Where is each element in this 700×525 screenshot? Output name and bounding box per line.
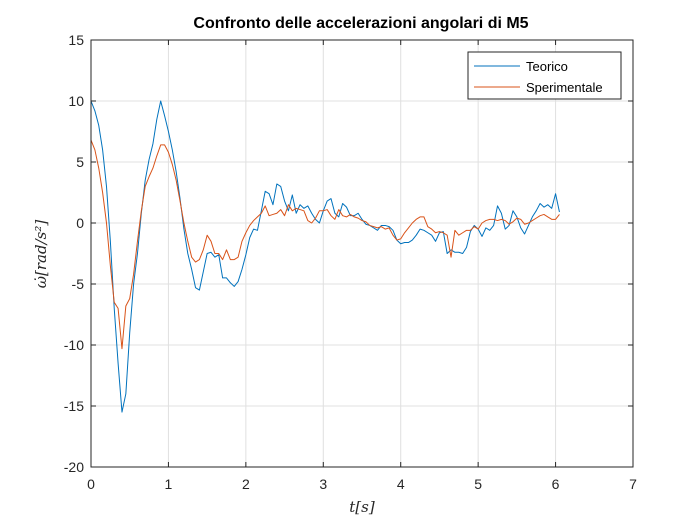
series-line-sperimentale bbox=[90, 139, 560, 350]
y-axis-label: ω̇[rad/s²] bbox=[32, 220, 50, 289]
chart-title: Confronto delle accelerazioni angolari d… bbox=[193, 15, 528, 32]
series-line-teorico bbox=[90, 100, 560, 413]
y-tick-label: -15 bbox=[64, 398, 84, 414]
x-tick-label: 6 bbox=[552, 476, 560, 492]
legend: Teorico Sperimentale bbox=[467, 51, 622, 100]
axes-box bbox=[90, 39, 634, 468]
series-group bbox=[90, 100, 560, 413]
x-tick-label: 5 bbox=[474, 476, 482, 492]
legend-box bbox=[467, 51, 622, 100]
x-tick-label: 3 bbox=[319, 476, 327, 492]
x-tick-label: 7 bbox=[629, 476, 637, 492]
y-tick-label: 10 bbox=[68, 93, 84, 109]
plot-area bbox=[91, 40, 633, 467]
y-tick-label: 15 bbox=[68, 32, 84, 48]
x-tick-labels: 0 1 2 3 4 5 6 7 bbox=[87, 476, 637, 492]
x-tick-label: 4 bbox=[397, 476, 405, 492]
x-axis-label: t[s] bbox=[349, 498, 375, 516]
y-tick-label: 0 bbox=[76, 215, 84, 231]
x-tick-label: 2 bbox=[242, 476, 250, 492]
x-tick-label: 0 bbox=[87, 476, 95, 492]
legend-label-teorico: Teorico bbox=[526, 59, 568, 74]
x-tick-label: 1 bbox=[165, 476, 173, 492]
y-tick-label: 5 bbox=[76, 154, 84, 170]
y-tick-label: -20 bbox=[64, 459, 84, 475]
y-tick-labels: -20 -15 -10 -5 0 5 10 15 bbox=[64, 32, 84, 475]
y-tick-label: -10 bbox=[64, 337, 84, 353]
legend-label-sperimentale: Sperimentale bbox=[526, 80, 603, 95]
y-tick-label: -5 bbox=[72, 276, 85, 292]
ticks bbox=[90, 39, 634, 468]
